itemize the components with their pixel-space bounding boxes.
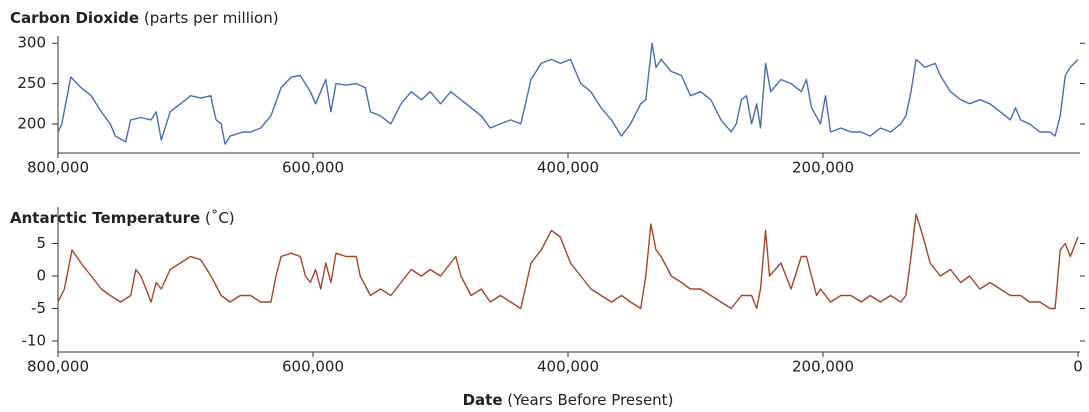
- y-tick-label: 300: [17, 34, 46, 52]
- title-main: Carbon Dioxide: [10, 9, 139, 27]
- x-axis-label: Date (Years Before Present): [463, 391, 674, 409]
- x-tick-label: 600,000: [282, 159, 344, 177]
- y-tick-label: 0: [36, 266, 46, 284]
- x-label-title: Date: [463, 391, 503, 409]
- y-tick-label: 5: [36, 234, 46, 252]
- x-label-unit: (Years Before Present): [507, 391, 673, 409]
- title-main: Antarctic Temperature: [10, 209, 200, 227]
- title-unit: (˚C): [205, 209, 235, 227]
- title-unit: (parts per million): [144, 9, 279, 27]
- y-tick-label: -5: [31, 299, 46, 317]
- data-line: [57, 42, 1079, 145]
- y-tick-label: 250: [17, 74, 46, 92]
- data-line: [57, 213, 1079, 310]
- x-tick-label: 200,000: [792, 159, 854, 177]
- x-tick-label: 200,000: [792, 358, 854, 376]
- x-tick-label: 800,000: [27, 358, 89, 376]
- x-tick-label: 600,000: [282, 358, 344, 376]
- y-tick-label: -10: [22, 331, 47, 349]
- x-tick-label: 800,000: [27, 159, 89, 177]
- y-tick-label: 200: [17, 114, 46, 132]
- x-tick-label: 400,000: [537, 159, 599, 177]
- chart-title: Carbon Dioxide (parts per million): [10, 9, 279, 27]
- x-tick-label: 0: [1073, 358, 1083, 376]
- x-tick-label: 400,000: [537, 358, 599, 376]
- chart-title: Antarctic Temperature (˚C): [10, 209, 235, 227]
